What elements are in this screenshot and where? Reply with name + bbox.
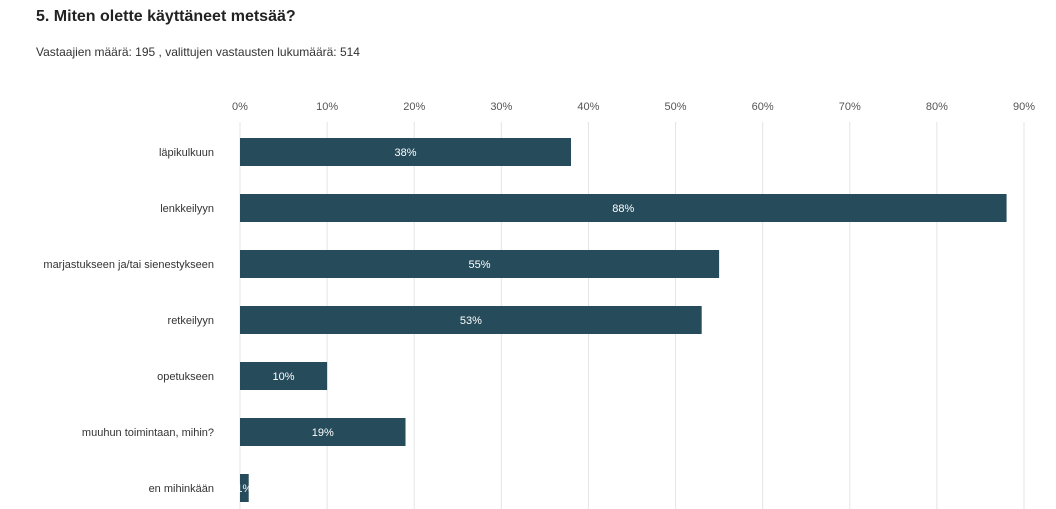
chart-title: 5. Miten olette käyttäneet metsää? bbox=[36, 8, 296, 25]
category-labels: läpikulkuun lenkkeilyyn marjastukseen ja/t… bbox=[43, 147, 214, 495]
bar bbox=[240, 306, 702, 334]
bar bbox=[240, 250, 720, 278]
x-tick-label: 90% bbox=[1013, 101, 1035, 113]
x-axis-ticks: 0% 10% 20% 30% 40% 50% 60% 70% 80% 90% bbox=[232, 101, 1035, 113]
bar bbox=[240, 418, 406, 446]
x-tick-label: 40% bbox=[577, 101, 599, 113]
bar bbox=[240, 194, 1007, 222]
x-tick-label: 20% bbox=[403, 101, 425, 113]
bar bbox=[240, 138, 572, 166]
bar-value-label: 53% bbox=[460, 315, 482, 327]
x-tick-label: 50% bbox=[665, 101, 687, 113]
x-tick-label: 70% bbox=[839, 101, 861, 113]
category-label: en mihinkään bbox=[149, 483, 214, 495]
x-tick-label: 0% bbox=[232, 101, 248, 113]
bar-value-label: 88% bbox=[612, 203, 634, 215]
bars: 38% 88% 55% 53% 10% 19% 1% bbox=[236, 138, 1007, 502]
bar bbox=[240, 474, 249, 502]
category-label: läpikulkuun bbox=[159, 147, 214, 159]
chart-subtitle: Vastaajien määrä: 195 , valittujen vasta… bbox=[36, 45, 360, 59]
x-tick-label: 10% bbox=[316, 101, 338, 113]
bar-value-label: 55% bbox=[469, 259, 491, 271]
bar-value-label: 19% bbox=[312, 427, 334, 439]
category-label: retkeilyyn bbox=[168, 315, 214, 327]
category-label: lenkkeilyyn bbox=[160, 203, 214, 215]
bar bbox=[240, 362, 328, 390]
category-label: opetukseen bbox=[157, 371, 214, 383]
x-tick-label: 80% bbox=[926, 101, 948, 113]
bar-value-label: 38% bbox=[394, 147, 416, 159]
category-label: muuhun toimintaan, mihin? bbox=[82, 427, 214, 439]
bar-value-label: 10% bbox=[273, 371, 295, 383]
x-tick-label: 30% bbox=[490, 101, 512, 113]
category-label: marjastukseen ja/tai sienestykseen bbox=[43, 259, 214, 271]
x-tick-label: 60% bbox=[752, 101, 774, 113]
bar-value-label: 1% bbox=[236, 483, 252, 495]
